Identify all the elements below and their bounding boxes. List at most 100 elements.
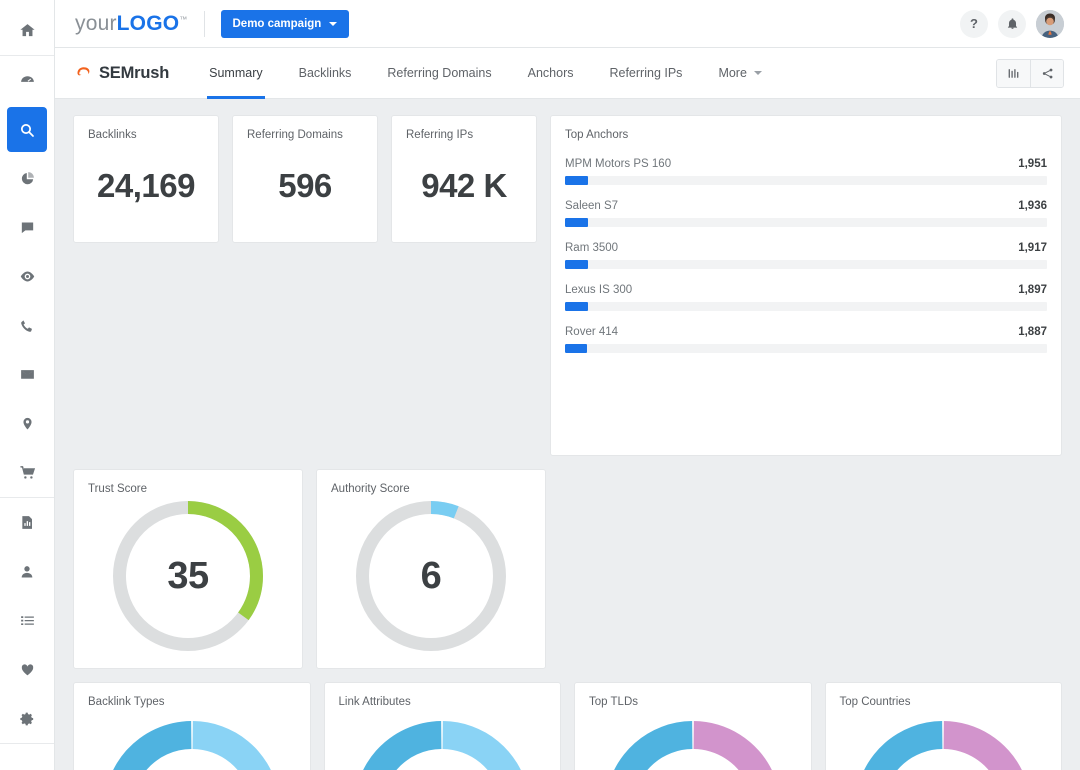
anchor-name: MPM Motors PS 160 (565, 158, 672, 170)
anchor-value: 1,917 (1018, 242, 1047, 254)
authority-score-card: Authority Score 6 (316, 469, 546, 669)
sidebar-item-search[interactable] (7, 107, 47, 152)
sidebar-item-store[interactable] (7, 450, 47, 495)
rail-group-tools (0, 56, 54, 497)
tab-backlinks-label: Backlinks (298, 66, 352, 80)
donut-slice[interactable] (192, 721, 278, 770)
help-label: ? (970, 16, 978, 31)
anchor-row[interactable]: MPM Motors PS 160 1,951 (565, 158, 1047, 185)
speedometer-icon (20, 76, 34, 82)
anchor-row[interactable]: Rover 414 1,887 (565, 326, 1047, 353)
rail-group-secondary (0, 498, 54, 743)
anchor-bar-fill (565, 176, 589, 185)
anchor-row[interactable]: Ram 3500 1,917 (565, 242, 1047, 269)
bell-icon (1007, 18, 1017, 29)
anchor-value: 1,936 (1018, 200, 1047, 212)
rail-group-primary (0, 6, 54, 55)
rail-divider-2 (0, 497, 54, 498)
sidebar-item-mail[interactable] (7, 352, 47, 397)
donut-slice[interactable] (856, 721, 943, 770)
search-icon (21, 123, 34, 137)
logo-trademark: ™ (179, 14, 188, 24)
notifications-button[interactable] (998, 9, 1026, 38)
anchor-name: Ram 3500 (565, 242, 619, 254)
logo-text-light: your (75, 11, 117, 35)
donut-title: Backlink Types (88, 696, 165, 708)
top-tlds-card: Top TLDs 1,479 Top TLDs (574, 682, 812, 770)
dashboard-content: Backlinks 24,169 Referring Domains 596 R… (55, 99, 1080, 770)
top-tlds-donut: 1,479 Top TLDs (602, 718, 784, 770)
radar-icon (20, 271, 34, 282)
brand-logo[interactable]: yourLOGO™ (75, 12, 188, 36)
donut-center: 76,436 Link Attributes (351, 718, 533, 770)
donut-center: 1,479 Top TLDs (602, 718, 784, 770)
person-icon (21, 566, 33, 578)
tab-summary-label: Summary (209, 66, 263, 80)
sidebar-item-settings[interactable] (7, 696, 47, 741)
tab-referring-domains[interactable]: Referring Domains (369, 48, 509, 99)
anchor-bar-track (565, 218, 1047, 227)
report-file-icon (22, 516, 32, 529)
shopping-cart-icon (19, 466, 35, 479)
sidebar-item-dashboard[interactable] (7, 58, 47, 103)
donut-slice[interactable] (943, 721, 1023, 770)
columns-settings-button[interactable] (997, 59, 1030, 87)
tab-backlinks[interactable]: Backlinks (281, 48, 370, 99)
top-countries-donut: 15,254 Top Countries (852, 718, 1034, 770)
main-column: yourLOGO™ Demo campaign ? (55, 0, 1080, 770)
donut-slice[interactable] (606, 721, 693, 770)
donut-ring (856, 721, 1023, 770)
sidebar-item-locations[interactable] (7, 401, 47, 446)
tab-referring-ips[interactable]: Referring IPs (591, 48, 700, 99)
donut-title: Top TLDs (589, 696, 639, 708)
metric-title: Referring IPs (406, 129, 474, 141)
sidebar-item-favorites[interactable] (7, 647, 47, 692)
tab-referring-ips-label: Referring IPs (609, 66, 683, 80)
tab-referring-domains-label: Referring Domains (387, 66, 492, 80)
logo-text-bold: LOGO (116, 11, 180, 35)
metric-title: Backlinks (88, 129, 137, 141)
donut-slice[interactable] (442, 721, 529, 770)
columns-settings-icon (1008, 68, 1019, 78)
anchor-row[interactable]: Lexus IS 300 1,897 (565, 284, 1047, 311)
anchor-name: Saleen S7 (565, 200, 619, 212)
metric-card-backlinks: Backlinks 24,169 (73, 115, 219, 243)
help-button[interactable]: ? (960, 9, 988, 38)
anchor-head: MPM Motors PS 160 1,951 (565, 158, 1047, 170)
anchor-row[interactable]: Saleen S7 1,936 (565, 200, 1047, 227)
top-anchors-card: Top Anchors MPM Motors PS 160 1,951 Saleen… (550, 115, 1062, 456)
donut-wrap: 15,254 Top Countries (826, 718, 1062, 770)
donut-slice[interactable] (693, 721, 772, 770)
campaign-selector[interactable]: Demo campaign (220, 9, 350, 38)
gauge-title: Trust Score (88, 483, 148, 495)
sidebar-item-calls[interactable] (7, 303, 47, 348)
sidebar-item-monitoring[interactable] (7, 254, 47, 299)
backlink-types-card: Backlink Types 12,601 Backlink Types (73, 682, 311, 770)
donut-ring (354, 721, 529, 770)
tab-more[interactable]: More (700, 48, 779, 99)
sidebar-item-users[interactable] (7, 549, 47, 594)
gauge-ring (356, 501, 506, 651)
tab-summary[interactable]: Summary (191, 48, 280, 99)
donut-center: 15,254 Top Countries (852, 718, 1034, 770)
anchor-head: Rover 414 1,887 (565, 326, 1047, 338)
semrush-logo[interactable]: SEMrush (75, 64, 169, 83)
share-icon (1042, 68, 1052, 78)
sidebar-item-home[interactable] (7, 8, 47, 53)
donut-ring (104, 721, 278, 770)
sidebar-item-analytics[interactable] (7, 156, 47, 201)
donut-slice[interactable] (104, 721, 192, 770)
share-button[interactable] (1030, 59, 1063, 87)
top-anchors-list: MPM Motors PS 160 1,951 Saleen S7 1,936 Ram … (551, 141, 1061, 353)
tab-anchors[interactable]: Anchors (510, 48, 592, 99)
sidebar-item-messages[interactable] (7, 205, 47, 250)
link-attributes-card: Link Attributes 76,436 Link Attributes (323, 682, 561, 770)
donut-slice[interactable] (354, 721, 442, 770)
sidebar-item-tasks[interactable] (7, 598, 47, 643)
gauge-title: Authority Score (331, 483, 410, 495)
left-icon-rail (0, 0, 55, 770)
sidebar-item-reports[interactable] (7, 500, 47, 545)
toolbar-actions (996, 58, 1064, 88)
trust-score-card: Trust Score 35 (73, 469, 303, 669)
avatar[interactable] (1036, 9, 1064, 38)
